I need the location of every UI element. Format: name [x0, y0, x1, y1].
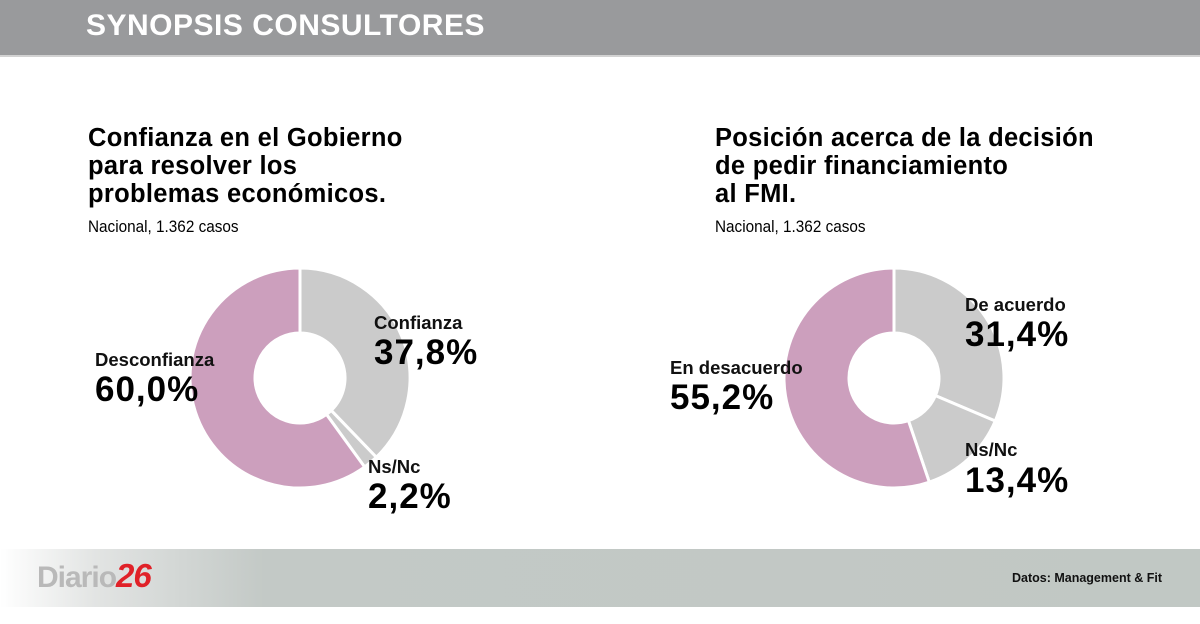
- chart-1-label-nsnc: Ns/Nc: [368, 456, 421, 477]
- chart-1-title-line: Confianza en el Gobierno: [88, 124, 403, 152]
- chart-2-title-line: de pedir financiamiento: [715, 152, 1009, 180]
- chart-1-subtitle: Nacional, 1.362 casos: [88, 217, 239, 236]
- chart-2-value-nsnc: 13,4%: [965, 461, 1070, 500]
- chart-2-title-line: al FMI.: [715, 180, 797, 208]
- chart-2-label-nsnc: Ns/Nc: [965, 439, 1018, 460]
- chart-2-title: Posición acerca de la decisión de pedir …: [715, 124, 1094, 208]
- donut-slice-confianza: [298, 266, 412, 460]
- chart-2-label-en-desacuerdo: En desacuerdo: [670, 357, 803, 378]
- diario26-logo[interactable]: Diario26: [37, 557, 152, 595]
- chart-2-value-en-desacuerdo: 55,2%: [670, 378, 775, 417]
- chart-2-label-de-acuerdo: De acuerdo: [965, 294, 1066, 315]
- chart-2-title-line: Posición acerca de la decisión: [715, 124, 1094, 152]
- chart-2-value-de-acuerdo: 31,4%: [965, 315, 1070, 354]
- chart-1-label-desconfianza: Desconfianza: [95, 349, 215, 370]
- donut-slice-en-desacuerdo: [782, 266, 932, 490]
- donut-slice-de-acuerdo: [892, 266, 1006, 424]
- donut-slice-desconfianza: [188, 266, 367, 490]
- chart-1-label-confianza: Confianza: [374, 312, 463, 333]
- logo-number: 26: [116, 557, 152, 594]
- footer-bar: Diario26 Datos: Management & Fit: [0, 549, 1200, 607]
- logo-text: Diario: [37, 561, 117, 594]
- chart-1-value-confianza: 37,8%: [374, 333, 479, 372]
- chart-1-title-line: para resolver los: [88, 152, 298, 180]
- data-source: Datos: Management & Fit: [1011, 571, 1162, 585]
- header-title: SYNOPSIS CONSULTORES: [86, 9, 485, 42]
- chart-2-subtitle: Nacional, 1.362 casos: [715, 217, 866, 236]
- chart-1-value-desconfianza: 60,0%: [95, 370, 200, 409]
- chart-1-value-nsnc: 2,2%: [368, 477, 452, 516]
- chart-1-title: Confianza en el Gobierno para resolver l…: [88, 124, 403, 208]
- chart-1-donut: [188, 266, 412, 490]
- header-bar: SYNOPSIS CONSULTORES: [0, 0, 1200, 57]
- chart-1-title-line: problemas económicos.: [88, 180, 387, 208]
- chart-2-donut: [782, 266, 1006, 490]
